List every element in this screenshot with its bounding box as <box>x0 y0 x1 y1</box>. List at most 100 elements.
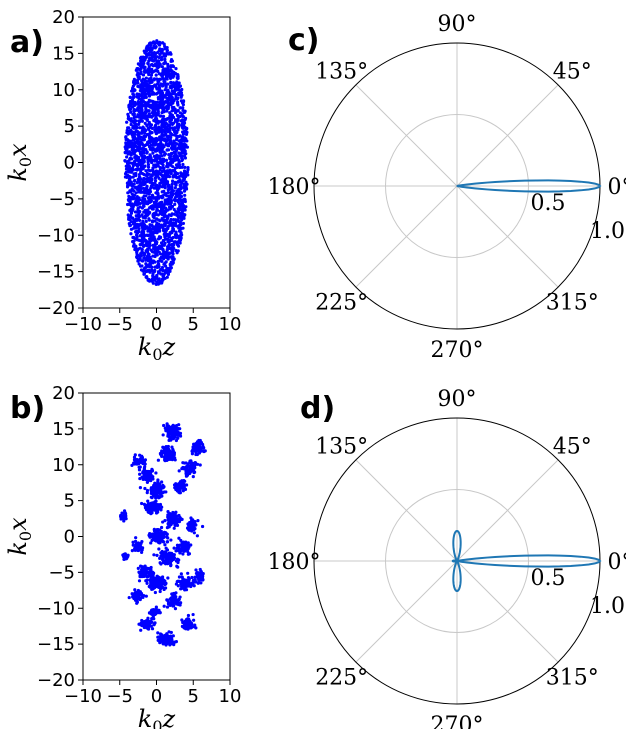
panel-a-point <box>150 123 153 126</box>
panel-a-point <box>141 248 144 251</box>
panel-a-point <box>130 220 133 223</box>
panel-a-point <box>169 219 172 222</box>
panel-a-point <box>182 173 185 176</box>
panel-a-point <box>142 150 145 153</box>
panel-a-point <box>147 166 150 169</box>
panel-a-ytick-label: −10 <box>37 225 75 246</box>
panel-a-point <box>171 245 174 248</box>
panel-a-point <box>128 178 131 181</box>
panel-a-point <box>147 59 150 62</box>
panel-d-angle-label: 315° <box>546 665 599 690</box>
panel-a-point <box>134 247 137 250</box>
panel-b-point <box>182 479 185 482</box>
panel-a-point <box>159 201 162 204</box>
panel-a-point <box>131 113 134 116</box>
panel-a-point <box>148 153 151 156</box>
panel-a-point <box>163 233 166 236</box>
panel-a-point <box>165 194 168 197</box>
panel-a-point <box>157 283 160 286</box>
panel-b-point <box>178 550 181 553</box>
panel-a-point <box>149 258 152 261</box>
panel-b-point <box>172 512 175 515</box>
panel-b-point <box>193 520 196 523</box>
panel-b-point <box>192 475 195 478</box>
panel-b-point <box>140 540 143 543</box>
panel-b-point <box>199 573 202 576</box>
panel-a-point <box>178 202 181 205</box>
panel-a-point <box>151 236 154 239</box>
panel-b-point <box>166 526 169 529</box>
panel-a-point <box>182 103 185 106</box>
panel-b-point <box>165 555 168 558</box>
panel-a-point <box>162 184 165 187</box>
panel-a-point <box>177 220 180 223</box>
panel-a-point <box>170 93 173 96</box>
panel-b-point <box>126 555 129 558</box>
panel-a-point <box>176 109 179 112</box>
panel-b-point <box>159 492 162 495</box>
panel-b-point <box>153 613 156 616</box>
panel-b-point <box>167 630 170 633</box>
panel-a-point <box>166 148 169 151</box>
panel-b-point <box>195 572 198 575</box>
panel-label-b: b) <box>10 391 45 426</box>
panel-a-point <box>169 224 172 227</box>
panel-c-angle-label: 0° <box>608 175 626 200</box>
panel-a-point <box>180 180 183 183</box>
panel-a-point <box>145 45 148 48</box>
panel-a-point <box>150 249 153 252</box>
panel-b-point <box>137 589 140 592</box>
panel-a-point <box>136 158 139 161</box>
panel-b-point <box>175 599 178 602</box>
panel-d-angle-label: 0° <box>608 550 626 575</box>
panel-a-point <box>138 114 141 117</box>
panel-b-point <box>161 550 164 553</box>
panel-a-point <box>168 52 171 55</box>
panel-b-point <box>194 461 197 464</box>
panel-a-point <box>147 109 150 112</box>
panel-b-point <box>157 547 160 550</box>
panel-a-point <box>146 234 149 237</box>
panel-a-point <box>129 157 132 160</box>
panel-a-point <box>151 274 154 277</box>
panel-a-point <box>130 212 133 215</box>
panel-b-point <box>201 443 204 446</box>
panel-a-point <box>158 185 161 188</box>
panel-b-point <box>146 481 149 484</box>
panel-a-point <box>147 217 150 220</box>
panel-a-point <box>184 152 187 155</box>
panel-a-point <box>174 233 177 236</box>
panel-a-point <box>131 151 134 154</box>
panel-a-point <box>161 174 164 177</box>
panel-b-point <box>155 490 158 493</box>
panel-a-point <box>139 252 142 255</box>
panel-label-d: d) <box>300 391 335 426</box>
panel-b-point <box>141 456 144 459</box>
panel-a-point <box>153 106 156 109</box>
panel-b-point <box>147 508 150 511</box>
panel-b-point <box>185 483 188 486</box>
panel-a-point <box>148 278 151 281</box>
panel-b-point <box>141 470 144 473</box>
panel-a-point <box>153 219 156 222</box>
panel-b-point <box>131 549 134 552</box>
panel-a-point <box>148 241 151 244</box>
panel-a-point <box>184 156 187 159</box>
panel-a-point <box>181 114 184 117</box>
panel-a-point <box>143 66 146 69</box>
panel-a-point <box>168 247 171 250</box>
panel-a-point <box>161 225 164 228</box>
panel-b-point <box>161 575 164 578</box>
panel-a-point <box>136 231 139 234</box>
panel-b-point <box>176 427 179 430</box>
panel-a-point <box>136 217 139 220</box>
panel-a-point <box>146 208 149 211</box>
panel-b-xtick-label: 10 <box>219 686 242 707</box>
panel-b-point <box>137 623 140 626</box>
panel-a-point <box>137 141 140 144</box>
panel-a-point <box>129 232 132 235</box>
panel-a-point <box>162 190 165 193</box>
panel-b-point <box>196 576 199 579</box>
panel-b-point <box>173 456 176 459</box>
panel-a-point <box>128 150 131 153</box>
